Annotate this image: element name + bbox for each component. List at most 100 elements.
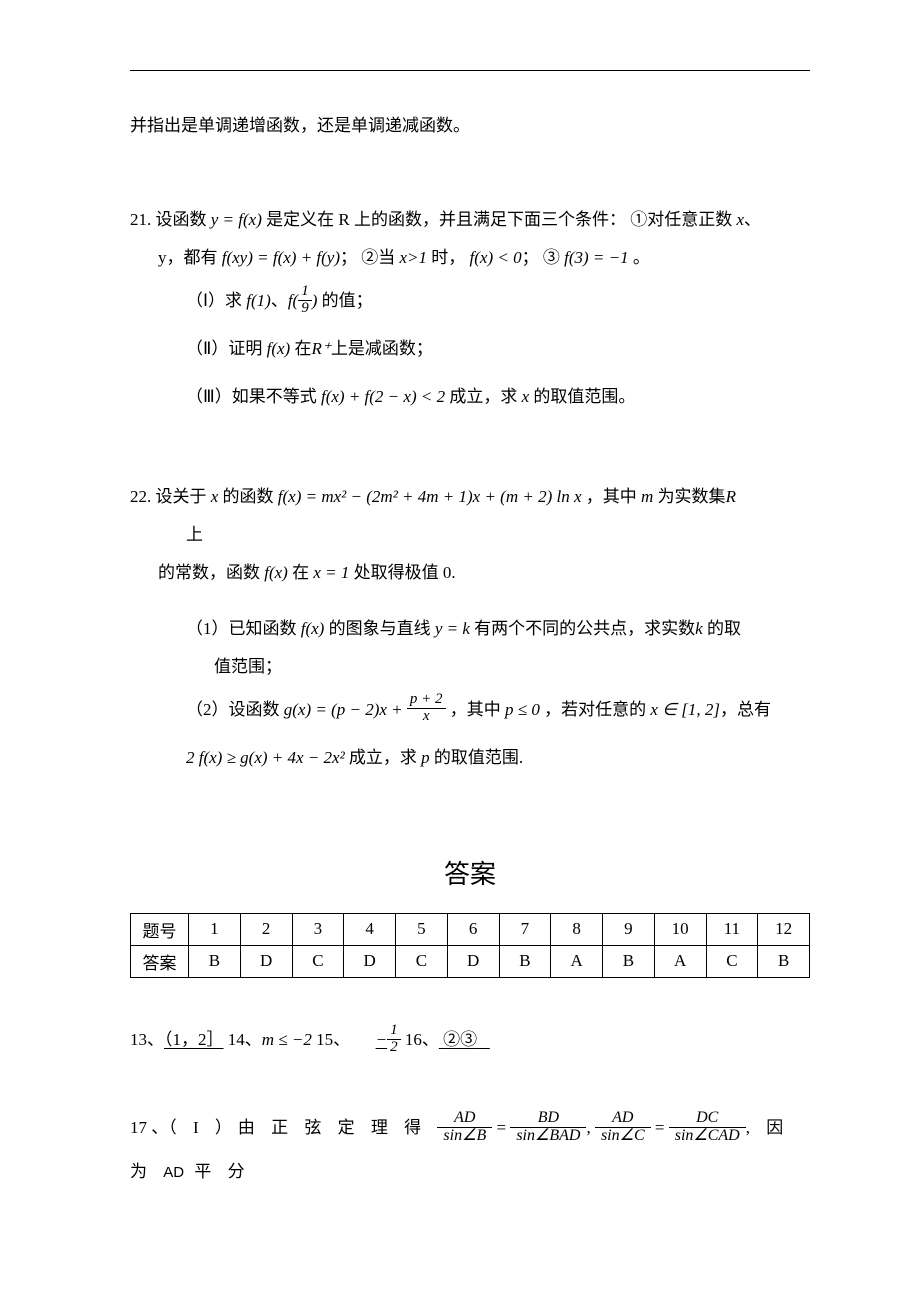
table-cell: C (292, 945, 344, 977)
a15-den: 2 (387, 1039, 401, 1056)
q21-f3: f(3) = −1 (564, 248, 629, 267)
q22-p1e: 有两个不同的公共点，求实数 (470, 619, 695, 638)
q22-p1g: 的取 (703, 619, 741, 638)
q21-p2d: R⁺ (311, 339, 330, 358)
q21-p3e: 的取值范围。 (529, 387, 635, 406)
a17-eq2: = (651, 1118, 669, 1137)
table-cell: D (447, 945, 499, 977)
q21-tail1: 、 (744, 210, 761, 229)
a17-f1: ADsin∠B (437, 1110, 492, 1145)
q22-p1a: （1）已知函数 (186, 619, 301, 638)
fill-answers: 13、（1，2］ 14、m ≤ −2 15、 −12 16、 ②③ (130, 1018, 810, 1062)
table-cell: 7 (499, 913, 551, 945)
table-cell: B (758, 945, 810, 977)
a17-f2: BDsin∠BAD (510, 1110, 586, 1145)
a14-label: 14、 (224, 1030, 262, 1049)
table-row: 题号 1 2 3 4 5 6 7 8 9 10 11 12 (131, 913, 810, 945)
q22-p3: 2 f(x) ≥ g(x) + 4x − 2x² 成立，求 p 的取值范围. (130, 736, 810, 780)
table-cell: 2 (240, 913, 292, 945)
table-cell: 5 (396, 913, 448, 945)
q22-p2e: ，若对任意的 (540, 700, 651, 719)
a17-f4: DCsin∠CAD (669, 1110, 746, 1145)
q22-l1g: 为实数集 (653, 487, 725, 506)
q21-p1d: f(19) (288, 291, 318, 310)
table-cell: A (551, 945, 603, 977)
table-cell: D (344, 945, 396, 977)
a15-pre: − (376, 1030, 387, 1049)
q21-p2c: 在 (290, 339, 311, 358)
q21-l2d: ； ③ (522, 248, 565, 267)
q22-p3c: p (421, 748, 430, 767)
table-cell: 3 (292, 913, 344, 945)
a13-label: 13、 (130, 1030, 164, 1049)
table-cell: 4 (344, 913, 396, 945)
q21-mid: 是定义在 R 上的函数，并且满足下面三个条件： ①对任意正数 (262, 210, 737, 229)
q21-line2: y，都有 f(xy) = f(x) + f(y)； ②当 x>1 时， f(x)… (130, 241, 810, 275)
table-row: 答案 B D C D C D B A B A C B (131, 945, 810, 977)
intro-line: 并指出是单调递增函数，还是单调递减函数。 (130, 109, 810, 143)
answers-table: 题号 1 2 3 4 5 6 7 8 9 10 11 12 答案 B D C D… (130, 913, 810, 978)
q22-l3d: x = 1 (313, 563, 349, 582)
a17-f1n: AD (437, 1110, 492, 1127)
q22-p3d: 的取值范围. (430, 748, 524, 767)
q21-p1a: （Ⅰ）求 (186, 291, 246, 310)
a15-label: 15、 (312, 1030, 350, 1049)
table-cell: B (603, 945, 655, 977)
q22-p1-line2: 值范围； (130, 650, 810, 684)
a17-f2n: BD (510, 1110, 586, 1127)
q21-p2: （Ⅱ）证明 f(x) 在R⁺上是减函数； (130, 327, 810, 371)
q21-p3b: f(x) + f(2 − x) < 2 (321, 387, 445, 406)
q21-p1: （Ⅰ）求 f(1)、f(19) 的值； (130, 279, 810, 323)
q21-l2a: y，都有 (158, 248, 222, 267)
q21-l2b: ； ②当 (340, 248, 400, 267)
q21-p3: （Ⅲ）如果不等式 f(x) + f(2 − x) < 2 成立，求 x 的取值范… (130, 375, 810, 419)
q22-p2b-pre: g(x) = (p − 2)x + (284, 700, 407, 719)
q22-l1d: f(x) = mx² − (2m² + 4m + 1)x + (m + 2) l… (278, 487, 582, 506)
table-cell: 12 (758, 913, 810, 945)
q21-p1d-pre: f( (288, 291, 298, 310)
q21-line1: 21. 设函数 y = f(x) 是定义在 R 上的函数，并且满足下面三个条件：… (130, 203, 810, 237)
q22-l1c: 的函数 (218, 487, 278, 506)
q22-p2c: ，其中 (446, 700, 506, 719)
q21-p1b: f(1) (246, 291, 271, 310)
q22-l1f: m (641, 487, 653, 506)
q22-p3a: 2 f(x) ≥ g(x) + 4x − 2x² (186, 748, 345, 767)
table-cell: D (240, 945, 292, 977)
q21-p1e: 的值； (317, 291, 372, 310)
q22-p2d: p ≤ 0 (505, 700, 540, 719)
q21-p1d-num: 1 (298, 284, 312, 300)
q22-p2b-num: p + 2 (407, 692, 446, 708)
q22-l3a: 的常数，函数 (158, 563, 264, 582)
q22-p1-line1: （1）已知函数 f(x) 的图象与直线 y = k 有两个不同的公共点，求实数k… (130, 612, 810, 646)
table-cell: 11 (706, 913, 758, 945)
q22-p2g: ，总有 (720, 700, 771, 719)
table-cell: 9 (603, 913, 655, 945)
q22-p3b: 成立，求 (345, 748, 422, 767)
q21-fxlt0: f(x) < 0 (470, 248, 522, 267)
q21-p1d-den: 9 (298, 300, 312, 317)
table-cell: C (706, 945, 758, 977)
a16-val: ②③ (443, 1030, 477, 1049)
a14: m ≤ −2 (262, 1030, 312, 1049)
a13: （1，2］ (164, 1030, 224, 1049)
q22-p2b-den: x (407, 708, 446, 725)
q22-p2a: （2）设函数 (186, 700, 284, 719)
q22-p2f: x ∈ [1, 2] (650, 700, 720, 719)
table-cell: 8 (551, 913, 603, 945)
a17-tail2: AD (163, 1164, 184, 1181)
q22-l3c: 在 (288, 563, 314, 582)
q21-p2b: f(x) (267, 339, 291, 358)
q22-line2: 上 (130, 518, 810, 552)
a17-comma: , (586, 1118, 595, 1137)
q22-l1h: R (726, 487, 736, 506)
a17-f2d: sin∠BAD (510, 1127, 586, 1145)
table-cell: B (189, 945, 241, 977)
q22-p2b: g(x) = (p − 2)x + p + 2x (284, 700, 446, 719)
table-cell: 6 (447, 913, 499, 945)
a17-f3d: sin∠C (595, 1127, 651, 1145)
q22-line3: 的常数，函数 f(x) 在 x = 1 处取得极值 0. (130, 556, 810, 590)
q21-x: x (736, 210, 744, 229)
a17-f4n: DC (669, 1110, 746, 1127)
table-hdr-2: 答案 (131, 945, 189, 977)
q22-p1f: k (695, 619, 703, 638)
